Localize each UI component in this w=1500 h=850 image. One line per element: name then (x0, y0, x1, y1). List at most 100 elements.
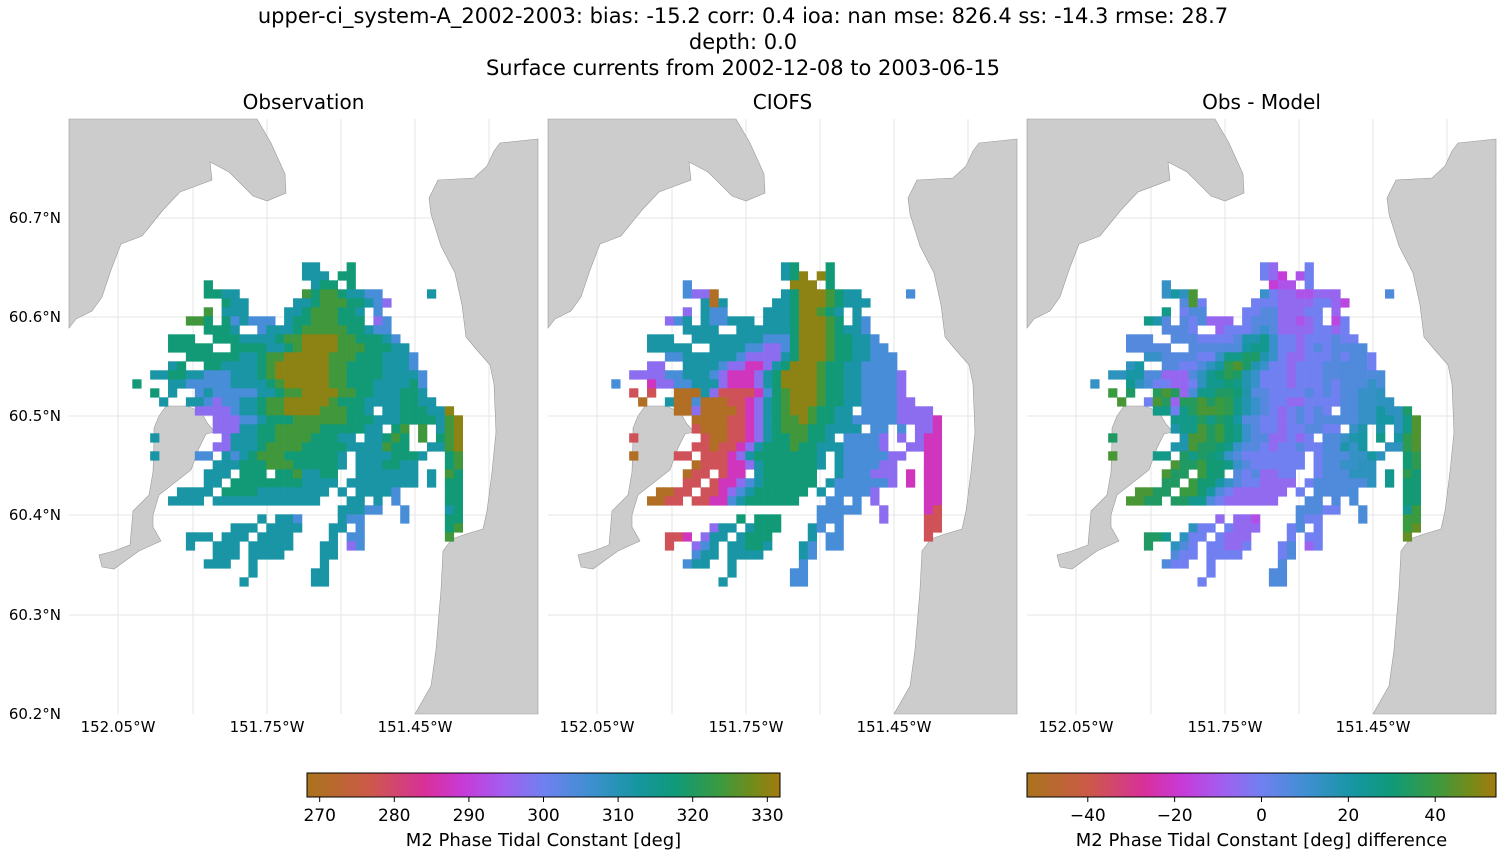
heatmap-cell (852, 442, 862, 452)
heatmap-cell (852, 379, 862, 389)
heatmap-cell (807, 469, 817, 479)
heatmap-cell (852, 496, 862, 506)
heatmap-cell (647, 343, 657, 353)
heatmap-cell (212, 478, 222, 488)
heatmap-cell (310, 568, 321, 578)
heatmap-cell (745, 487, 755, 497)
heatmap-cell (1251, 415, 1261, 425)
heatmap-cell (1233, 397, 1243, 407)
heatmap-cell (364, 451, 374, 461)
heatmap-cell (275, 343, 285, 353)
heatmap-cell (709, 460, 719, 470)
heatmap-cell (1206, 442, 1216, 452)
heatmap-cell (1188, 325, 1198, 335)
heatmap-cell (1340, 433, 1350, 443)
heatmap-cell (1251, 478, 1261, 488)
heatmap-cell (1206, 397, 1216, 407)
heatmap-cell (1286, 325, 1296, 335)
heatmap-cell (1268, 307, 1279, 317)
heatmap-cell (870, 388, 880, 398)
heatmap-cell (700, 442, 710, 452)
heatmap-cell (346, 514, 356, 524)
heatmap-cell (1313, 469, 1323, 479)
heatmap-cell (754, 325, 764, 335)
heatmap-cell (1206, 388, 1216, 398)
heatmap-cell (301, 262, 312, 272)
heatmap-cell (221, 487, 231, 497)
heatmap-cell (1206, 415, 1216, 425)
heatmap-cell (1313, 523, 1323, 533)
heatmap-cell (319, 478, 330, 488)
heatmap-cell (1134, 361, 1145, 371)
heatmap-cell (745, 379, 755, 389)
heatmap-cell (772, 469, 782, 479)
heatmap-cell (1376, 379, 1386, 389)
heatmap-cell (310, 478, 321, 488)
heatmap-cell (709, 442, 719, 452)
heatmap-cell (1286, 433, 1296, 443)
heatmap-cell (239, 496, 249, 506)
heatmap-cell (293, 334, 303, 344)
heatmap-cell (763, 460, 773, 470)
heatmap-cell (682, 352, 692, 362)
heatmap-cell (1393, 442, 1404, 452)
heatmap-cell (1134, 334, 1145, 344)
heatmap-cell (870, 406, 880, 416)
heatmap-cell (230, 433, 240, 443)
heatmap-cell (691, 541, 701, 551)
heatmap-cell (150, 388, 160, 398)
heatmap-cell (257, 334, 267, 344)
heatmap-cell (257, 478, 267, 488)
heatmap-cell (1376, 370, 1386, 380)
heatmap-cell (1143, 334, 1154, 344)
heatmap-cell (221, 460, 231, 470)
heatmap-cell (293, 487, 303, 497)
latitude-tick-label: 60.7°N (9, 209, 61, 227)
heatmap-cell (1313, 289, 1323, 299)
heatmap-cell (1322, 298, 1332, 308)
heatmap-cell (798, 541, 809, 551)
heatmap-cell (1358, 388, 1368, 398)
heatmap-cell (337, 523, 347, 533)
heatmap-cell (700, 424, 710, 434)
heatmap-cell (1268, 343, 1279, 353)
heatmap-cell (780, 352, 791, 362)
heatmap-cell (1242, 370, 1252, 380)
heatmap-cell (1349, 460, 1359, 470)
heatmap-cell (1331, 379, 1341, 389)
heatmap-cell (763, 532, 773, 542)
heatmap-cell (1268, 424, 1279, 434)
heatmap-cell (772, 298, 782, 308)
heatmap-cell (1349, 469, 1359, 479)
heatmap-cell (346, 316, 356, 326)
heatmap-cell (772, 496, 782, 506)
heatmap-cell (1304, 433, 1314, 443)
heatmap-cell (861, 361, 871, 371)
heatmap-cell (780, 334, 791, 344)
heatmap-cell (1143, 496, 1154, 506)
heatmap-cell (266, 406, 276, 416)
heatmap-cell (1215, 451, 1225, 461)
heatmap-cell (754, 523, 764, 533)
heatmap-cell (1402, 478, 1413, 488)
heatmap-cell (825, 361, 835, 371)
heatmap-cell (780, 406, 791, 416)
heatmap-cell (1224, 550, 1234, 560)
heatmap-cell (284, 433, 294, 443)
heatmap-cell (1242, 307, 1252, 317)
heatmap-cell (718, 379, 728, 389)
heatmap-cell (257, 370, 267, 380)
heatmap-cell (1188, 460, 1198, 470)
heatmap-cell (1197, 334, 1207, 344)
heatmap-cell (1322, 343, 1332, 353)
heatmap-cell (239, 577, 249, 587)
land-northwest (1026, 118, 1245, 329)
heatmap-cell (1259, 397, 1270, 407)
heatmap-cell (185, 343, 196, 353)
heatmap-cell (337, 361, 347, 371)
heatmap-cell (843, 334, 853, 344)
heatmap-cell (1340, 415, 1350, 425)
heatmap-cell (638, 370, 648, 380)
heatmap-cell (1251, 469, 1261, 479)
heatmap-cell (346, 289, 356, 299)
